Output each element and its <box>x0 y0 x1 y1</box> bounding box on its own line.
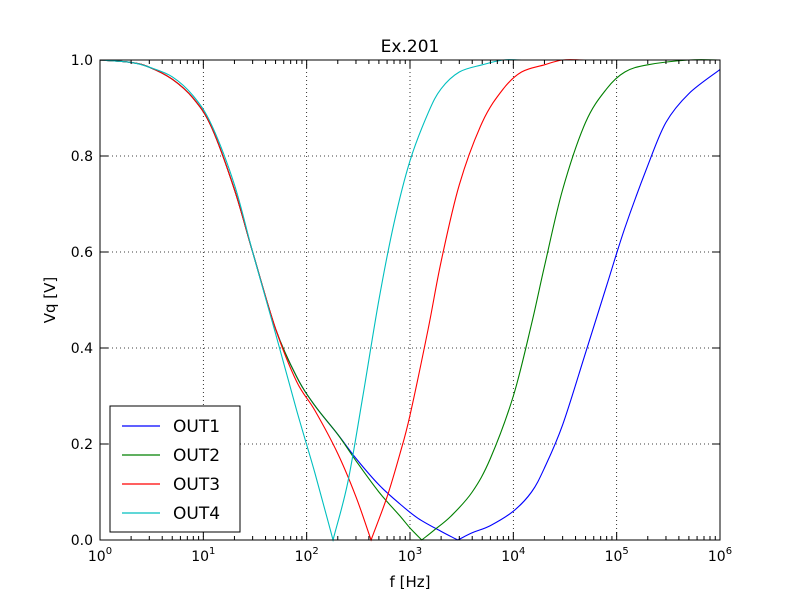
x-tick-label: 101 <box>191 546 215 565</box>
y-axis-label: Vq [V] <box>41 277 59 324</box>
legend-label: OUT2 <box>173 446 220 466</box>
legend: OUT1 OUT2 OUT3 OUT4 <box>109 405 241 533</box>
legend-label: OUT3 <box>173 475 220 495</box>
x-tick-label: 100 <box>88 546 112 565</box>
legend-label: OUT1 <box>173 417 220 437</box>
x-tick-label: 105 <box>605 546 629 565</box>
y-tick-label: 0.8 <box>71 149 93 165</box>
x-tick-label: 106 <box>708 546 732 565</box>
y-tick-label: 1.0 <box>71 53 93 69</box>
ticks: 100 101 102 103 104 105 106 0.0 0.2 0.4 0.6 0.8 1.0 <box>71 53 732 565</box>
plot-lines <box>99 59 721 543</box>
legend-label: OUT4 <box>173 504 220 524</box>
chart-title: Ex.201 <box>381 37 440 57</box>
legend-box <box>109 405 241 533</box>
x-tick-label: 102 <box>295 546 319 565</box>
y-tick-label: 0.0 <box>71 533 93 549</box>
x-tick-label: 104 <box>501 546 525 565</box>
series-line-out3 <box>99 59 720 542</box>
y-tick-label: 0.6 <box>71 245 93 261</box>
y-tick-label: 0.2 <box>71 437 93 453</box>
x-tick-label: 103 <box>398 546 422 565</box>
x-axis-label: f [Hz] <box>390 573 431 591</box>
y-tick-label: 0.4 <box>71 341 93 357</box>
